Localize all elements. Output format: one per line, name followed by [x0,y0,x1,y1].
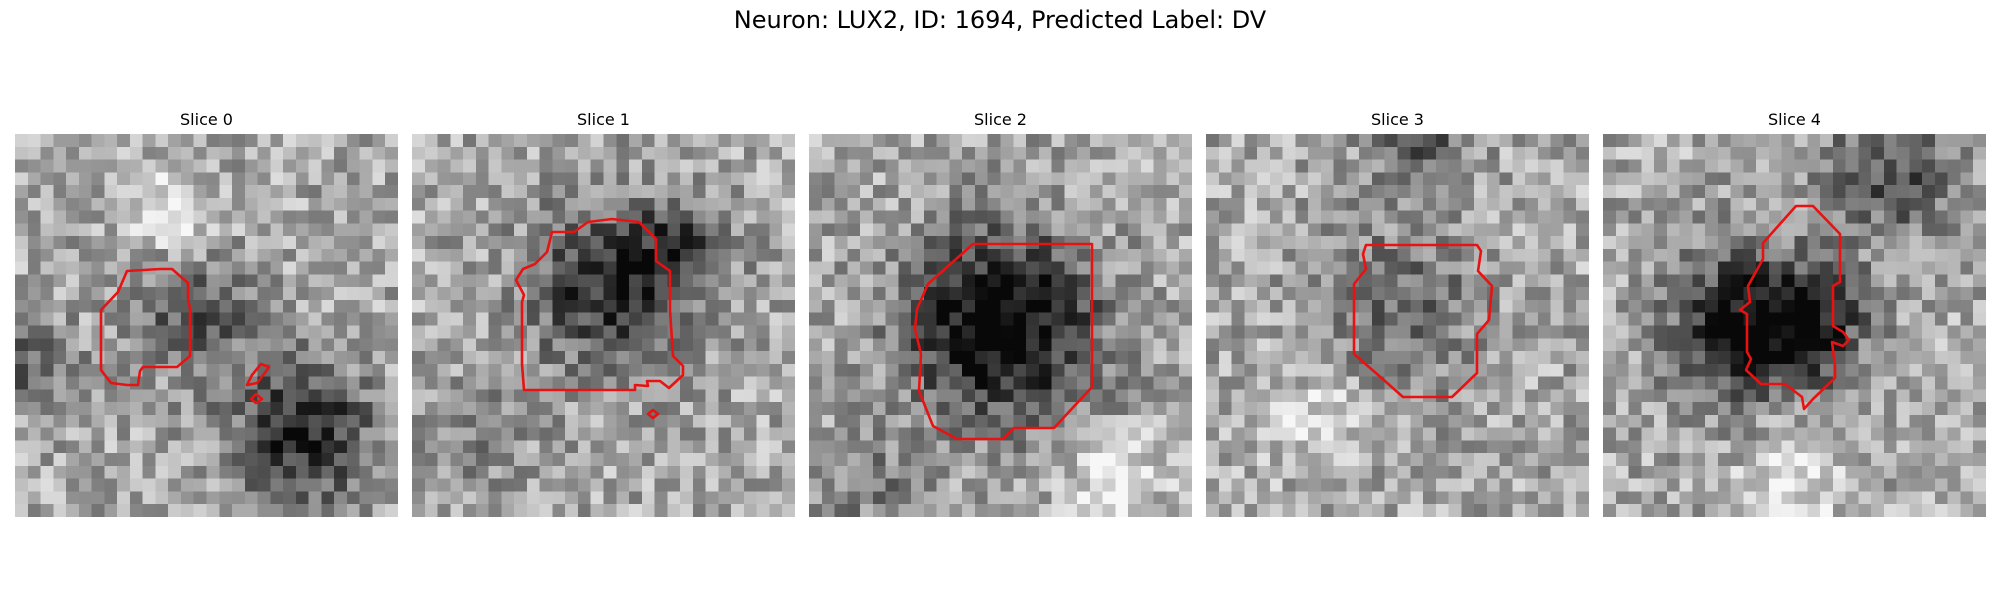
grayscale-image-2 [809,134,1192,517]
slice-image-3 [1206,134,1589,517]
slice-title-0: Slice 0 [180,110,233,129]
roi-contour-overlay-2 [913,242,1094,441]
roi-contour-overlay-0 [99,267,271,405]
roi-contour [1738,204,1851,411]
slice-title-2: Slice 2 [974,110,1027,129]
grayscale-image-1 [412,134,795,517]
roi-contour-overlay-1 [514,217,685,420]
slice-image-0 [15,134,398,517]
slice-panel-3: Slice 3 [1206,108,1589,517]
slice-panel-1: Slice 1 [412,108,795,517]
slice-image-1 [412,134,795,517]
roi-contour [913,242,1094,441]
roi-contour-fragment [646,408,660,420]
roi-contour [1352,243,1494,399]
slice-image-4 [1603,134,1986,517]
roi-contour-overlay-3 [1352,243,1494,399]
roi-contour-fragment [249,392,264,405]
grayscale-image-0 [15,134,398,517]
grayscale-image-4 [1603,134,1986,517]
slice-title-3: Slice 3 [1371,110,1424,129]
slice-panel-4: Slice 4 [1603,108,1986,517]
slice-panel-2: Slice 2 [809,108,1192,517]
slice-title-1: Slice 1 [577,110,630,129]
roi-contour-fragment [245,362,271,387]
slice-image-2 [809,134,1192,517]
grayscale-image-3 [1206,134,1589,517]
roi-contour-overlay-4 [1738,204,1851,411]
slice-title-4: Slice 4 [1768,110,1821,129]
roi-contour [514,217,685,392]
slice-panel-0: Slice 0 [15,108,398,517]
figure-title: Neuron: LUX2, ID: 1694, Predicted Label:… [733,6,1267,34]
roi-contour [99,267,192,387]
